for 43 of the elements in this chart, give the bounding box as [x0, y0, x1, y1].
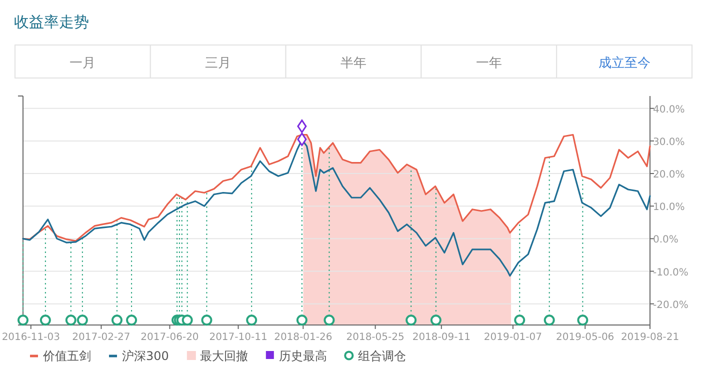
point	[126, 314, 138, 326]
point	[324, 314, 335, 326]
point	[18, 314, 28, 326]
point	[111, 314, 122, 326]
y-tick-label: 0.0%	[653, 234, 678, 246]
point	[297, 132, 307, 146]
x-tick-label: 2019-05-06	[556, 332, 614, 343]
x-tick-label: 2016-11-03	[2, 332, 60, 343]
legend-label: 最大回撤	[200, 349, 248, 363]
point	[76, 314, 88, 326]
point	[544, 314, 555, 326]
point	[201, 314, 212, 326]
point	[297, 120, 307, 134]
point	[40, 314, 51, 326]
y-tick-label: 20.0%	[653, 170, 685, 181]
legend-label: 价值五剑	[42, 349, 91, 363]
line-series	[22, 134, 651, 242]
x-tick-label: 2019-01-07	[484, 332, 542, 343]
point	[65, 314, 76, 326]
y-tick-label: -10.0%	[653, 267, 688, 278]
tabs: 一月 三月 半年 一年 成立至今	[14, 44, 692, 78]
point	[430, 314, 442, 326]
x-tick-label: 2018-09-11	[412, 332, 470, 343]
x-tick-label: 2017-02-27	[72, 332, 130, 343]
point	[406, 314, 417, 326]
point	[577, 314, 588, 326]
point	[182, 314, 193, 326]
point	[296, 314, 308, 326]
legend-label: 组合调仓	[358, 349, 406, 363]
legend-label: 沪深300	[122, 349, 169, 363]
y-tick-label: -20.0%	[653, 300, 688, 311]
x-tick-label: 2017-06-20	[140, 332, 199, 343]
x-tick-label: 2019-08-21	[620, 332, 680, 343]
point	[246, 314, 258, 326]
x-tick-label: 2018-05-25	[346, 332, 404, 343]
x-tick-label: 2018-01-26	[274, 332, 332, 343]
legend-label: 历史最高	[278, 349, 327, 363]
point	[514, 314, 526, 326]
x-tick-label: 2017-10-11	[209, 332, 268, 343]
y-tick-label: 10.0%	[653, 202, 685, 214]
y-tick-label: 40.0%	[653, 104, 685, 116]
y-tick-label: 30.0%	[653, 136, 685, 148]
chart-title: 收益率走势	[14, 13, 89, 31]
